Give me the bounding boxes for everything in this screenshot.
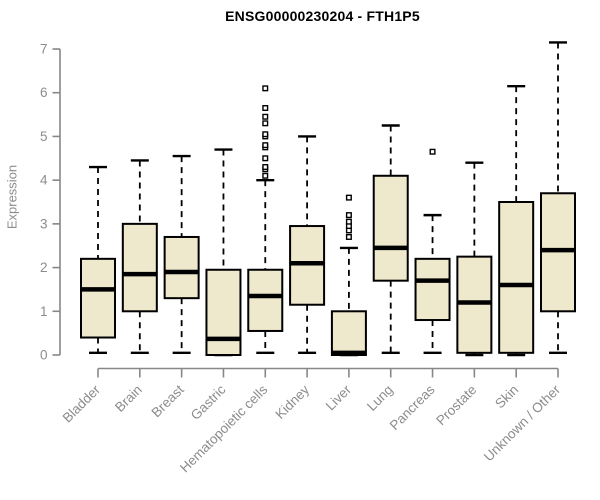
x-tick-label-pancreas: Pancreas [387, 382, 438, 433]
outlier-hematopoietic-cells-2 [262, 164, 269, 171]
box-skin [498, 201, 535, 354]
x-tick-label-liver: Liver [323, 382, 355, 414]
x-tick-label-kidney: Kidney [272, 382, 312, 422]
boxplot-group-kidney [289, 135, 326, 355]
box-gastric [205, 268, 242, 356]
boxplot-group-hematopoietic-cells [247, 85, 284, 355]
outlier-hematopoietic-cells-10 [262, 105, 269, 112]
x-tick-label-brain: Brain [112, 382, 145, 415]
x-tick-label-prostate: Prostate [433, 382, 479, 428]
outlier-pancreas-0 [429, 148, 436, 155]
y-tick-label-0: 0 [40, 348, 48, 363]
box-brain [121, 222, 158, 313]
y-tick-label-5: 5 [40, 129, 48, 144]
outlier-hematopoietic-cells-9 [262, 113, 269, 120]
outlier-liver-3 [345, 218, 352, 225]
boxplot-group-pancreas [414, 148, 451, 355]
x-tick-label-breast: Breast [149, 382, 187, 420]
boxplot-group-gastric [205, 148, 242, 357]
y-tick-label-1: 1 [40, 304, 48, 319]
box-bladder [80, 257, 116, 339]
boxplot-group-unknown-other [540, 41, 576, 355]
outlier-liver-5 [345, 194, 352, 201]
box-breast [163, 235, 200, 300]
boxplot-group-bladder [80, 165, 116, 355]
x-tick-label-gastric: Gastric [188, 382, 229, 423]
box-liver [330, 310, 367, 356]
outlier-liver-4 [345, 212, 352, 219]
x-tick-label-unknown-other: Unknown / Other [481, 382, 564, 465]
box-hematopoietic-cells [247, 268, 284, 332]
chart-title: ENSG00000230204 - FTH1P5 [225, 8, 420, 24]
y-tick-label-2: 2 [40, 260, 48, 275]
outlier-hematopoietic-cells-8 [262, 120, 269, 127]
y-tick-label-3: 3 [40, 216, 48, 231]
outlier-hematopoietic-cells-0 [262, 172, 269, 179]
boxplot-group-lung [372, 124, 409, 355]
outlier-hematopoietic-cells-11 [262, 85, 269, 92]
boxplot-group-breast [163, 154, 200, 355]
boxplot-group-brain [121, 159, 158, 355]
boxplot-group-skin [498, 84, 535, 357]
x-tick-label-skin: Skin [492, 382, 521, 411]
y-tick-label-6: 6 [40, 85, 48, 100]
box-pancreas [414, 257, 451, 322]
x-tick-label-lung: Lung [364, 382, 396, 414]
boxplot-group-prostate [456, 161, 493, 357]
outlier-hematopoietic-cells-7 [262, 131, 269, 138]
y-tick-label-4: 4 [40, 173, 48, 188]
outlier-hematopoietic-cells-3 [262, 155, 269, 162]
boxplot-group-liver [330, 194, 367, 357]
box-lung [372, 174, 409, 282]
y-axis: 0 1 2 3 4 5 6 7 [40, 42, 61, 363]
outlier-liver-0 [345, 233, 352, 240]
outlier-hematopoietic-cells-5 [262, 142, 269, 149]
y-tick-label-7: 7 [40, 42, 48, 57]
x-tick-label-bladder: Bladder [60, 382, 104, 426]
